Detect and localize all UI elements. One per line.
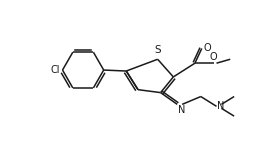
Text: O: O [210, 52, 217, 62]
Text: Cl: Cl [50, 65, 59, 75]
Text: N: N [217, 101, 225, 111]
Text: S: S [154, 45, 161, 55]
Text: O: O [204, 44, 211, 54]
Text: N: N [178, 105, 186, 115]
